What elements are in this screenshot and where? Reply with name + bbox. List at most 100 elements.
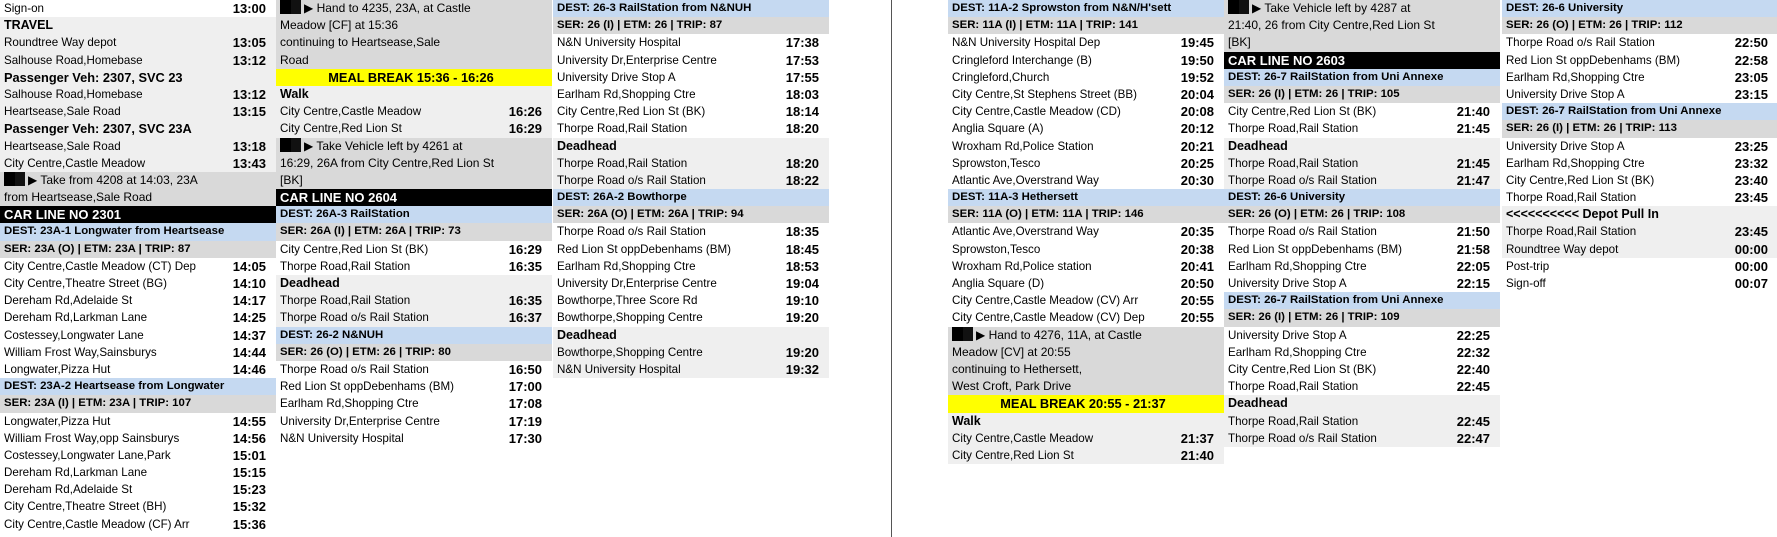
row-label: City Centre,Red Lion St (BK) xyxy=(1228,105,1377,119)
meal-break-banner: MEAL BREAK 15:36 - 16:26 xyxy=(276,68,552,86)
row-label: Thorpe Road,Rail Station xyxy=(280,259,411,273)
row-label: City Centre,Red Lion St xyxy=(280,122,402,136)
black-block-icon xyxy=(280,0,301,14)
row-label: University Drive Stop A xyxy=(1228,277,1347,290)
instruction-block: ▶ Take from 4208 at 14:03, 23A from Heart… xyxy=(0,171,276,207)
service-header: SER: 11A (I) | ETM: 11A | TRIP: 141 xyxy=(948,17,1224,35)
stop-row: Longwater,Pizza Hut 14:55 xyxy=(0,412,276,430)
instruction-block: ▶ Hand to 4276, 11A, at Castle Meadow [CV… xyxy=(948,326,1224,396)
row-label: City Centre,Red Lion St (BK) xyxy=(280,242,429,256)
section-row: Roundtree Way depot 13:05 xyxy=(0,34,276,52)
stop-row: City Centre,Theatre Street (BG) 14:10 xyxy=(0,275,276,293)
row-time: 21:47 xyxy=(1456,172,1490,188)
row-label: Earlham Rd,Shopping Ctre xyxy=(1506,156,1645,170)
row-label: Salhouse Road,Homebase xyxy=(4,87,143,101)
row-time: 14:25 xyxy=(232,310,266,326)
row-label: University Drive Stop A xyxy=(1506,139,1625,153)
row-label: Dereham Rd,Adelaide St xyxy=(4,483,133,497)
stop-row: Thorpe Road o/s Rail Station 22:50 xyxy=(1502,34,1777,52)
row-time: 18:14 xyxy=(785,104,819,120)
row-time: 14:17 xyxy=(232,293,266,309)
instruction-text: Meadow [CV] at 20:55 xyxy=(952,344,1071,359)
stop-row: University Dr,Enterprise Centre 17:53 xyxy=(553,51,829,69)
row-label: SER: 11A (I) | ETM: 11A | TRIP: 141 xyxy=(952,19,1138,32)
schedule-column-6: DEST: 26-6 University SER: 26 (O) | ETM: … xyxy=(1502,0,1777,293)
row-time: 16:37 xyxy=(508,310,542,326)
service-header: SER: 11A (O) | ETM: 11A | TRIP: 146 xyxy=(948,206,1224,224)
row-label: Thorpe Road o/s Rail Station xyxy=(1506,36,1655,50)
row-label: Thorpe Road o/s Rail Station xyxy=(280,311,429,325)
destination-header: DEST: 26-6 University xyxy=(1502,0,1777,18)
row-time: 21:45 xyxy=(1456,121,1490,137)
instruction-line: Meadow [CV] at 20:55 xyxy=(952,344,1220,361)
row-label: SER: 26A (I) | ETM: 26A | TRIP: 73 xyxy=(280,225,461,238)
instruction-text: continuing to Hethersett, xyxy=(952,361,1083,376)
row-label: Dereham Rd,Larkman Lane xyxy=(4,466,148,480)
row-label: Sign-off xyxy=(1506,277,1546,290)
row-time: 18:20 xyxy=(785,121,819,137)
schedule-column-1: Sign-on 13:00 TRAVEL Roundtree Way depot 13:… xyxy=(0,0,276,533)
instruction-line: 21:40, 26 from City Centre,Red Lion St xyxy=(1228,17,1496,34)
stop-row: Thorpe Road,Rail Station 16:35 xyxy=(276,257,552,275)
instruction-text: 21:40, 26 from City Centre,Red Lion St xyxy=(1228,18,1435,33)
row-label: SER: 23A (I) | ETM: 23A | TRIP: 107 xyxy=(4,397,192,410)
instruction-line: Meadow [CF] at 15:36 xyxy=(280,17,548,34)
schedule-column-3: DEST: 26-3 RailStation from N&NUH SER: 26… xyxy=(553,0,829,379)
section-row: City Centre,Castle Meadow 13:43 xyxy=(0,154,276,172)
row-time: 17:08 xyxy=(508,396,542,412)
play-arrow-icon: ▶ xyxy=(976,327,989,342)
row-time: 20:55 xyxy=(1180,293,1214,309)
row-time: 20:25 xyxy=(1180,155,1214,171)
stop-row: University Drive Stop A 23:15 xyxy=(1502,85,1777,104)
row-time: 00:07 xyxy=(1734,276,1768,291)
row-label: Heartsease,Sale Road xyxy=(4,105,121,119)
stop-row: Thorpe Road,Rail Station 22:45 xyxy=(1224,378,1500,396)
section-row: Thorpe Road,Rail Station 23:45 xyxy=(1502,223,1777,241)
row-label: Thorpe Road,Rail Station xyxy=(1228,156,1359,170)
instruction-line: ▶ Take from 4208 at 14:03, 23A xyxy=(4,171,272,189)
row-label: Walk xyxy=(952,413,981,428)
row-label: DEST: 26-6 University xyxy=(1228,191,1346,204)
destination-header: DEST: 26A-2 Bowthorpe xyxy=(553,189,829,207)
row-time: 22:58 xyxy=(1734,52,1768,68)
stop-row: City Centre,Castle Meadow (CT) Dep 14:05 xyxy=(0,257,276,275)
row-time: 13:15 xyxy=(232,104,266,120)
row-time: 18:20 xyxy=(785,155,819,171)
destination-header: DEST: 11A-3 Hethersett xyxy=(948,189,1224,207)
instruction-text: continuing to Heartsease,Sale xyxy=(280,35,441,50)
stop-row: Thorpe Road,Rail Station 18:20 xyxy=(553,120,829,138)
row-label: Red Lion St oppDebenhams (BM) xyxy=(1228,242,1402,256)
stop-row: Earlham Rd,Shopping Ctre 17:08 xyxy=(276,395,552,413)
destination-header: DEST: 26-6 University xyxy=(1224,189,1500,207)
row-label: TRAVEL xyxy=(4,18,54,33)
instruction-text: Hand to 4276, 11A, at Castle xyxy=(988,327,1142,342)
row-time: 23:40 xyxy=(1734,172,1768,188)
row-time: 20:38 xyxy=(1180,241,1214,257)
row-label: Roundtree Way depot xyxy=(4,36,117,50)
service-header: SER: 26 (I) | ETM: 26 | TRIP: 105 xyxy=(1224,85,1500,104)
row-label: Thorpe Road o/s Rail Station xyxy=(1228,225,1377,239)
row-time: 17:19 xyxy=(508,413,542,429)
row-time: 22:45 xyxy=(1456,413,1490,429)
row-time: 16:35 xyxy=(508,258,542,274)
row-label: Longwater,Pizza Hut xyxy=(4,414,111,428)
stop-row: Earlham Rd,Shopping Ctre 22:32 xyxy=(1224,343,1500,361)
section-header: TRAVEL xyxy=(0,17,276,35)
row-label: City Centre,Castle Meadow xyxy=(4,156,146,170)
instruction-text: [BK] xyxy=(280,172,303,187)
row-label: Longwater,Pizza Hut xyxy=(4,362,111,376)
row-label: SER: 26 (I) | ETM: 26 | TRIP: 87 xyxy=(557,19,723,32)
instruction-text: Take Vehicle left by 4261 at xyxy=(316,138,463,153)
stop-row: University Drive Stop A 17:55 xyxy=(553,68,829,86)
row-time: 21:40 xyxy=(1456,104,1490,120)
stop-row: Dereham Rd,Adelaide St 14:17 xyxy=(0,292,276,310)
row-label: SER: 23A (O) | ETM: 23A | TRIP: 87 xyxy=(4,242,191,255)
stop-row: Thorpe Road,Rail Station 21:45 xyxy=(1224,120,1500,138)
stop-row: Red Lion St oppDebenhams (BM) 17:00 xyxy=(276,378,552,396)
row-label: City Centre,Castle Meadow (CT) Dep xyxy=(4,259,196,273)
section-row: Salhouse Road,Homebase 13:12 xyxy=(0,85,276,104)
row-time: 23:25 xyxy=(1734,138,1768,154)
row-label: SER: 26A (O) | ETM: 26A | TRIP: 94 xyxy=(557,208,744,221)
section-row: Thorpe Road,Rail Station 22:45 xyxy=(1224,412,1500,430)
row-time: 19:04 xyxy=(785,276,819,291)
